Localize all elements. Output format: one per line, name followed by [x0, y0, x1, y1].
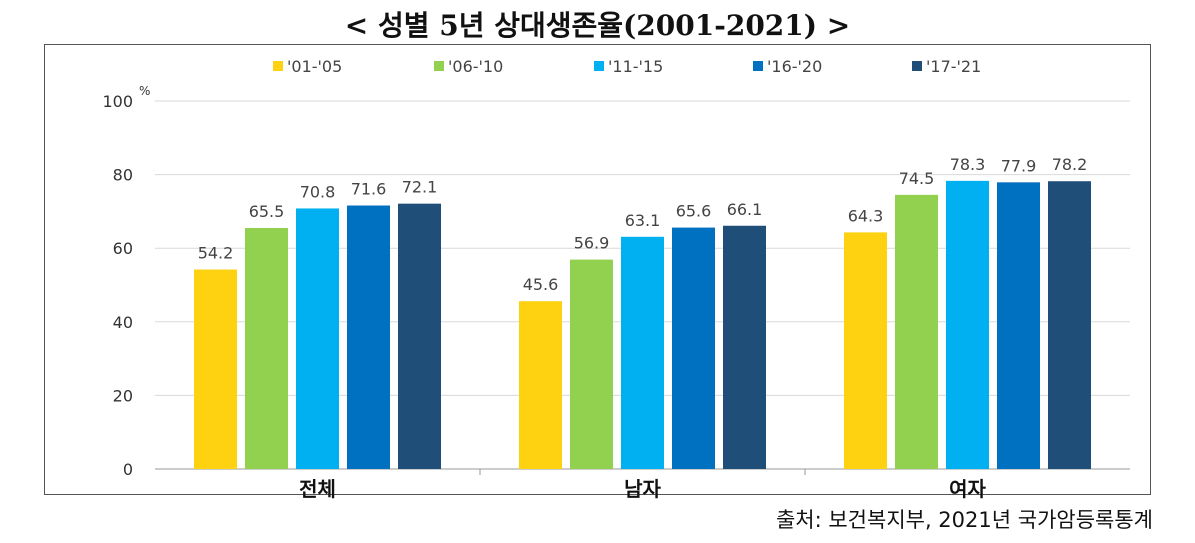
- legend-label-0: '01-'05: [287, 57, 342, 76]
- data-label: 72.1: [402, 178, 438, 197]
- bar-1-4: [723, 225, 766, 469]
- bar-1-2: [621, 236, 664, 469]
- bar-2-3: [997, 182, 1040, 469]
- chart-frame: [44, 44, 1151, 495]
- data-label: 65.6: [676, 202, 712, 221]
- data-label: 74.5: [899, 169, 935, 188]
- legend-label-2: '11-'15: [608, 57, 663, 76]
- data-label: 56.9: [574, 234, 610, 253]
- legend-label-4: '17-'21: [926, 57, 981, 76]
- bar-2-4: [1048, 181, 1091, 469]
- bar-0-0: [194, 269, 237, 469]
- y-tick-label: 0: [123, 460, 133, 479]
- legend-swatch-4: [912, 61, 922, 71]
- bar-0-3: [347, 205, 390, 469]
- data-label: 66.1: [727, 200, 763, 219]
- x-category-label: 남자: [624, 477, 661, 501]
- bar-2-2: [946, 180, 989, 469]
- legend-label-3: '16-'20: [767, 57, 822, 76]
- legend-label-1: '06-'10: [448, 57, 503, 76]
- data-label: 71.6: [351, 180, 387, 199]
- bars: 54.2 65.5 70.8 71.6 72.1 45.6 56.9 63.1 65.6 66.1…: [194, 155, 1091, 469]
- bar-1-1: [570, 259, 613, 469]
- data-label: 45.6: [523, 275, 559, 294]
- source-note: 출처: 보건복지부, 2021년 국가암등록통계: [775, 508, 1153, 532]
- category-labels: 전체 남자 여자: [299, 477, 986, 501]
- data-label: 65.5: [249, 202, 285, 221]
- x-category-label: 전체: [299, 477, 336, 501]
- bar-1-3: [672, 227, 715, 469]
- legend-swatch-0: [273, 61, 283, 71]
- data-label: 77.9: [1001, 156, 1037, 175]
- y-axis: 0 20 40 60 80 100%: [102, 84, 150, 479]
- data-label: 54.2: [198, 244, 234, 263]
- data-label: 78.2: [1052, 155, 1088, 174]
- bar-0-1: [245, 227, 288, 469]
- bar-2-0: [844, 232, 887, 469]
- legend: '01-'05 '06-'10 '11-'15 '16-'20 '17-'21: [273, 57, 981, 76]
- chart-title: < 성별 5년 상대생존율(2001-2021) >: [344, 9, 851, 42]
- legend-swatch-2: [594, 61, 604, 71]
- data-label: 63.1: [625, 211, 661, 230]
- data-label: 78.3: [950, 155, 986, 174]
- data-label: 64.3: [848, 206, 884, 225]
- y-tick-label: 80: [113, 166, 133, 185]
- y-tick-label: 100: [102, 92, 133, 111]
- data-label: 70.8: [300, 182, 336, 201]
- bar-1-0: [519, 301, 562, 469]
- legend-swatch-3: [753, 61, 763, 71]
- bar-0-2: [296, 208, 339, 469]
- y-tick-label: 20: [113, 386, 133, 405]
- bar-0-4: [398, 203, 441, 469]
- bar-2-1: [895, 194, 938, 469]
- legend-swatch-1: [434, 61, 444, 71]
- x-category-label: 여자: [949, 477, 986, 501]
- y-tick-label: 40: [113, 313, 133, 332]
- y-tick-label: 60: [113, 239, 133, 258]
- y-unit-label: %: [139, 84, 150, 98]
